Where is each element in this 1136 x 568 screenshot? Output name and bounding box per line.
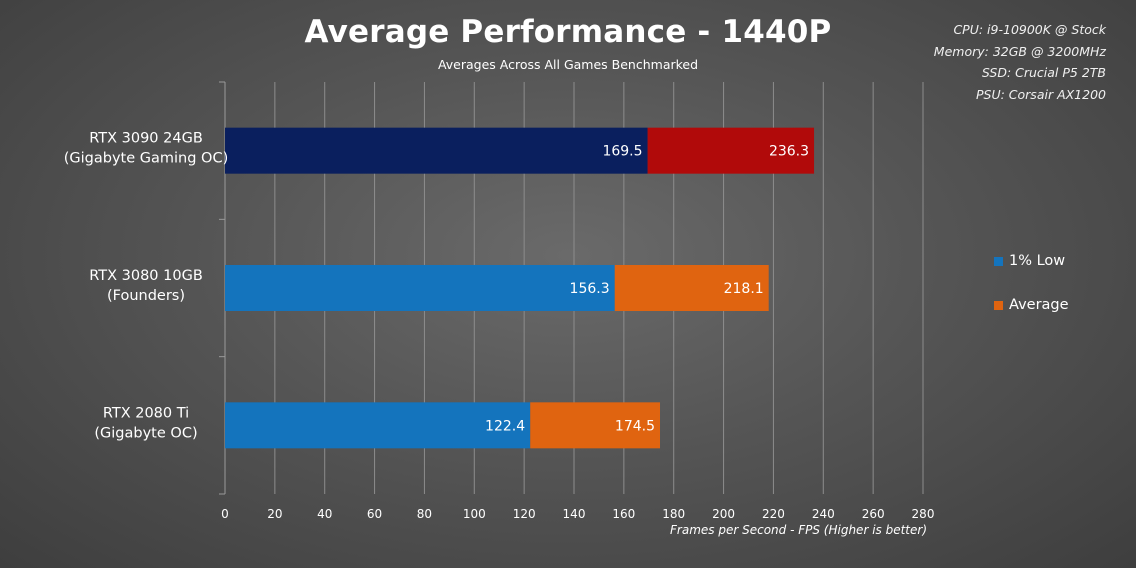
- legend-swatch-1pct-low: [994, 256, 1003, 266]
- legend-swatch-average: [994, 300, 1003, 310]
- x-tick-label-280: 280: [912, 507, 935, 521]
- legend-item-1pct-low: 1% Low: [994, 250, 1069, 272]
- chart-title: Average Performance - 1440P: [304, 14, 832, 50]
- x-axis-label: Frames per Second - FPS (Higher is bette…: [670, 523, 927, 537]
- category-label-2-line-0: RTX 2080 Ti: [103, 405, 189, 421]
- legend-label-1pct-low: 1% Low: [1009, 253, 1066, 269]
- x-tick-label-180: 180: [662, 507, 685, 521]
- data-label-1pct-low-2: 122.4: [485, 418, 525, 434]
- data-label-1pct-low-0: 169.5: [602, 144, 642, 160]
- data-label-average-1: 218.1: [724, 281, 764, 297]
- spec-cpu: CPU: i9-10900K @ Stock: [953, 22, 1106, 37]
- x-tick-label-80: 80: [417, 507, 432, 521]
- data-label-average-2: 174.5: [615, 418, 655, 434]
- bar-average-1: [614, 265, 769, 311]
- x-tick-label-40: 40: [317, 507, 332, 521]
- category-label-0-line-1: (Gigabyte Gaming OC): [64, 151, 228, 167]
- x-tick-label-0: 0: [221, 507, 229, 521]
- legend-label-average: Average: [1009, 297, 1069, 313]
- legend: 1% Low Average: [994, 250, 1069, 338]
- category-label-2-line-1: (Gigabyte OC): [94, 425, 197, 441]
- spec-memory: Memory: 32GB @ 3200MHz: [933, 43, 1106, 59]
- x-tick-label-100: 100: [463, 507, 486, 521]
- x-tick-label-200: 200: [712, 507, 735, 521]
- bar-1pct-low-2: [225, 402, 531, 449]
- x-tick-label-160: 160: [612, 507, 635, 521]
- data-label-1pct-low-1: 156.3: [570, 281, 610, 297]
- x-tick-label-20: 20: [267, 507, 282, 521]
- x-tick-label-220: 220: [762, 507, 785, 521]
- category-label-1-line-0: RTX 3080 10GB: [89, 268, 203, 284]
- x-tick-label-60: 60: [367, 507, 382, 521]
- x-tick-label-120: 120: [513, 507, 536, 521]
- bar-1pct-low-1: [225, 265, 615, 311]
- bar-average-2: [530, 402, 661, 449]
- x-tick-label-240: 240: [812, 507, 835, 521]
- spec-ssd: SSD: Crucial P5 2TB: [981, 65, 1106, 80]
- x-tick-label-260: 260: [862, 507, 885, 521]
- category-label-1-line-1: (Founders): [107, 288, 185, 304]
- system-specs: CPU: i9-10900K @ Stock Memory: 32GB @ 32…: [846, 19, 1106, 105]
- spec-psu: PSU: Corsair AX1200: [975, 86, 1106, 102]
- data-label-average-0: 236.3: [769, 144, 809, 160]
- chart-subtitle: Averages Across All Games Benchmarked: [437, 57, 699, 72]
- category-label-0-line-0: RTX 3090 24GB: [89, 131, 203, 147]
- bar-average-0: [647, 127, 815, 174]
- bar-1pct-low-0: [225, 127, 648, 174]
- x-tick-label-140: 140: [563, 507, 586, 521]
- legend-item-average: Average: [994, 294, 1069, 316]
